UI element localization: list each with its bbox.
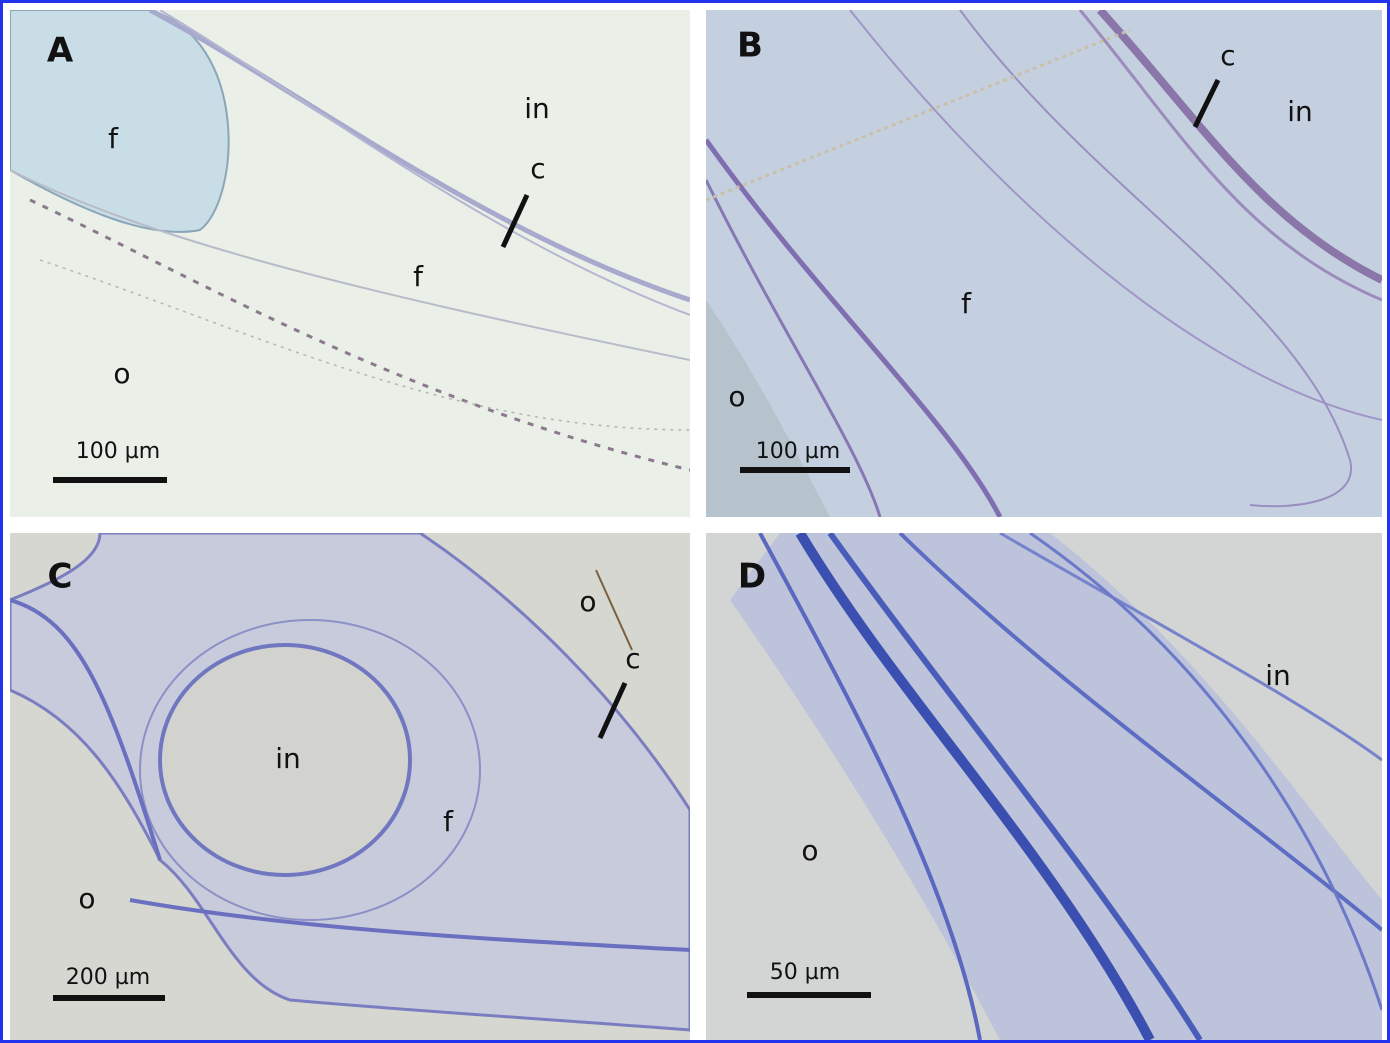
- region-label: in: [1287, 95, 1313, 128]
- scale-bar-label: 200 µm: [66, 965, 150, 990]
- region-label: f: [413, 260, 424, 293]
- region-label: f: [108, 122, 119, 155]
- panel-letter: D: [738, 557, 766, 597]
- region-label: o: [728, 380, 745, 413]
- region-label: in: [275, 742, 301, 775]
- panel-letter: C: [48, 557, 73, 597]
- region-label: in: [524, 92, 550, 125]
- panel-letter: A: [47, 31, 74, 71]
- panel-letter: B: [737, 26, 763, 66]
- scale-bar-label: 100 µm: [76, 439, 160, 464]
- figure: Afincfo100 µmBcinfo100 µmCocinfo200 µmDi…: [0, 0, 1390, 1043]
- region-label: f: [443, 805, 454, 838]
- region-label: f: [961, 287, 972, 320]
- region-label: o: [801, 834, 818, 867]
- scale-bar-label: 100 µm: [756, 439, 840, 464]
- region-label: in: [1265, 659, 1291, 692]
- region-label: c: [530, 152, 545, 185]
- region-label: o: [579, 585, 596, 618]
- region-label: o: [78, 882, 95, 915]
- scale-bar-label: 50 µm: [770, 960, 840, 985]
- region-label: c: [1220, 39, 1235, 72]
- region-label: c: [625, 642, 640, 675]
- region-label: o: [113, 357, 130, 390]
